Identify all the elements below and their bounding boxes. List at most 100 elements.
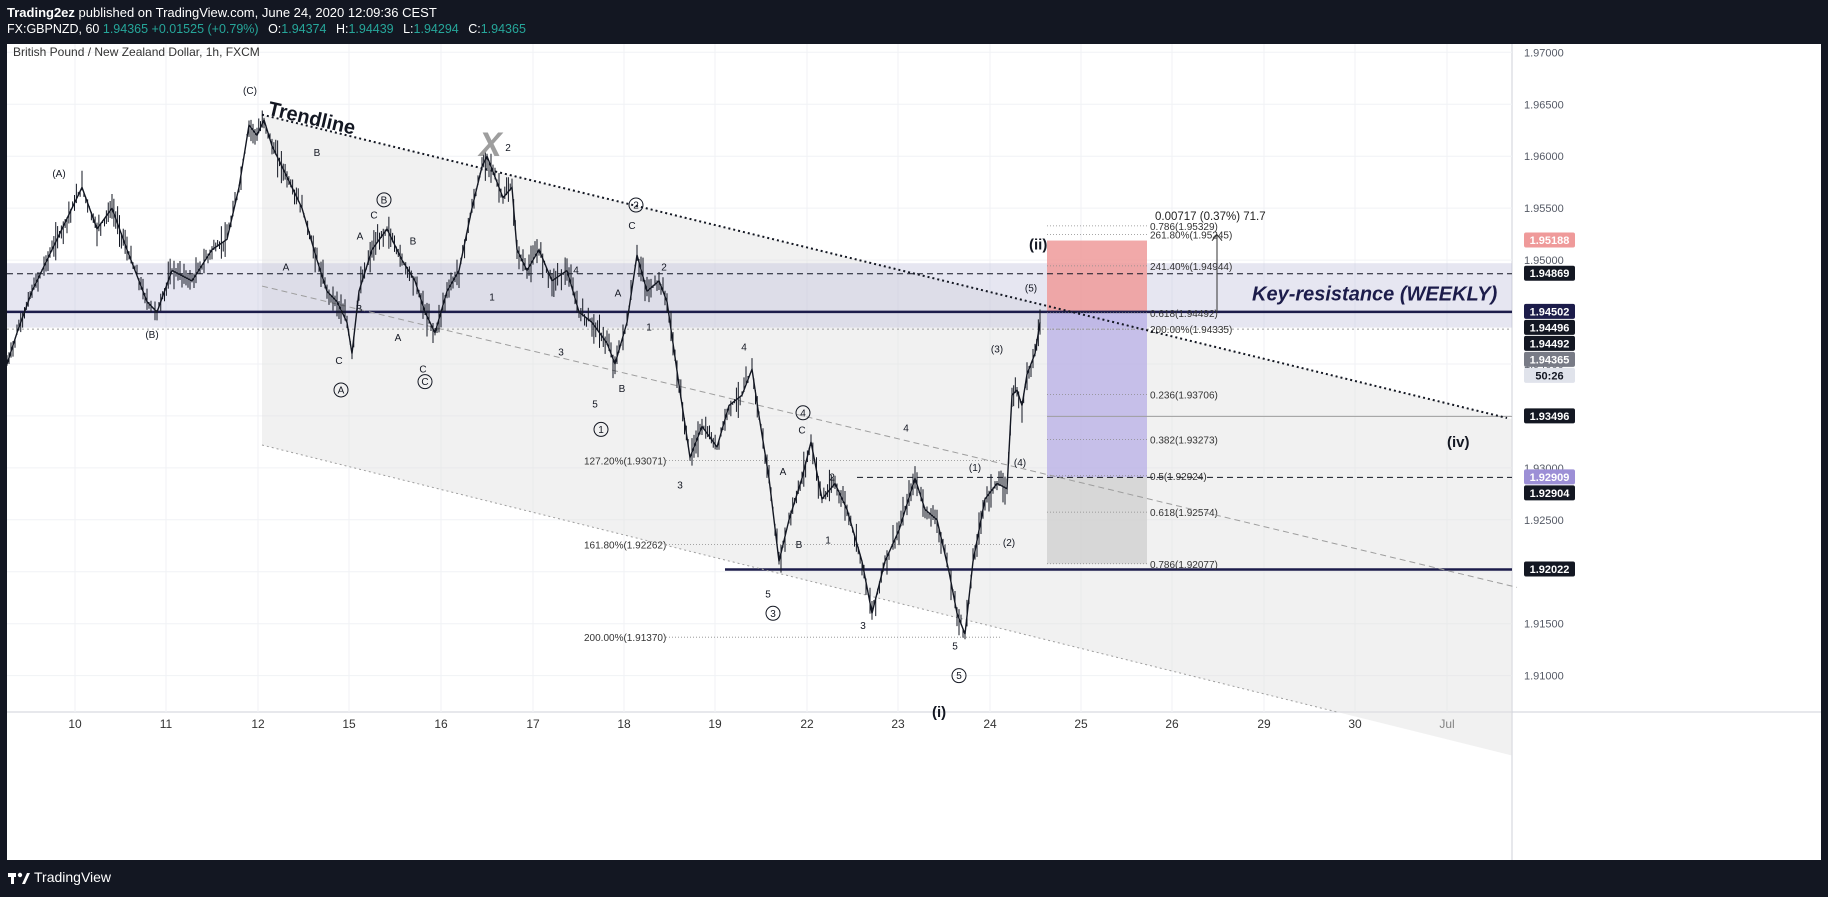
zone-box — [1047, 311, 1147, 478]
circled-wave-label: 1 — [598, 425, 604, 436]
wave-label: (C) — [243, 86, 257, 97]
x-tick-label: 30 — [1348, 717, 1362, 731]
wave-label: C — [419, 364, 426, 375]
wave-label-circle — [593, 421, 609, 437]
wave-label: (4) — [1014, 458, 1026, 469]
wave-label: C — [335, 356, 342, 367]
wave-label: 1 — [489, 293, 495, 304]
price-tag-bg — [1524, 408, 1575, 424]
y-tick-label: 1.96500 — [1524, 99, 1564, 111]
wave-label: 4 — [573, 266, 579, 277]
wave-label: (1) — [969, 463, 981, 474]
y-tick-label: 1.95000 — [1524, 255, 1564, 267]
wave-label: 3 — [558, 348, 564, 359]
fib-level-label: 0.786(1.95329) — [1150, 222, 1218, 233]
tradingview-logo-icon[interactable] — [8, 870, 30, 886]
chart-canvas[interactable]: 1.97000 1.96500 1.96000 1.95500 1.95000 1.945… — [7, 44, 1821, 860]
fib-level-label: 0.5(1.92924) — [1150, 472, 1207, 483]
x-tick-label: 19 — [708, 717, 722, 731]
tradingview-brand[interactable]: TradingView — [34, 869, 112, 885]
wave-label: C — [370, 211, 377, 222]
open-label: O: — [268, 22, 282, 36]
fib-level-label: 0.786(1.92077) — [1150, 560, 1218, 571]
fib-level-label: 261.80%(1.95245) — [1150, 231, 1232, 242]
wave-label-circle — [951, 668, 967, 684]
chart-header: Trading2ez published on TradingView.com,… — [0, 0, 1828, 42]
open-value: 1.94374 — [281, 22, 327, 36]
wave-label: (B) — [145, 330, 158, 341]
wave-label: 1 — [825, 536, 831, 547]
x-tick-label: 22 — [800, 717, 814, 731]
wave-label: B — [356, 304, 363, 315]
x-tick-label: 18 — [617, 717, 631, 731]
price-tag-bg — [1524, 485, 1575, 501]
channel-fill — [262, 114, 1512, 756]
price-tag-label: 1.94365 — [1530, 354, 1570, 366]
wave-label: 5 — [952, 642, 958, 653]
x-tick-label: 16 — [434, 717, 448, 731]
price-tag-label: 1.92909 — [1530, 472, 1570, 484]
wave-label: 2 — [661, 262, 667, 273]
wave-label: 2 — [829, 472, 835, 483]
wave-label: A — [395, 333, 402, 344]
x-tick-label: 17 — [526, 717, 540, 731]
x-tick-label: 26 — [1165, 717, 1179, 731]
price-line — [7, 117, 1041, 635]
price-tag-bg — [1524, 367, 1575, 383]
last-price: 1.94365 — [102, 22, 149, 36]
wave-label: A — [615, 288, 622, 299]
close-value: 1.94365 — [480, 22, 526, 36]
high-label: H: — [335, 22, 349, 36]
measure-label: 0.00717 (0.37%) 71.7 — [1155, 211, 1266, 223]
wave-label: 4 — [741, 342, 747, 353]
extension-level-label: 161.80%(1.92262) — [584, 541, 666, 552]
price-tag-bg — [1524, 319, 1575, 335]
wave-label: C — [798, 426, 805, 437]
measure-arrow-head — [1211, 233, 1223, 241]
y-tick-label: 1.92500 — [1524, 515, 1564, 527]
wave-label: 5 — [592, 400, 598, 411]
price-tag-label: 1.94492 — [1530, 338, 1570, 350]
wave-label: B — [314, 148, 321, 159]
price-tag-label: 1.92022 — [1530, 564, 1570, 576]
price-tag-label: 1.94496 — [1530, 322, 1570, 334]
extension-level-label: 200.00%(1.91370) — [584, 633, 666, 644]
wave-label: 5 — [765, 590, 771, 601]
wave-label: C — [628, 221, 635, 232]
wave-label: A — [780, 467, 787, 478]
fib-level-label: 241.40%(1.94944) — [1150, 262, 1232, 273]
x-tick-label: 15 — [342, 717, 356, 731]
price-tag-bg — [1524, 303, 1575, 319]
y-tick-label: 1.96000 — [1524, 151, 1564, 163]
extension-level-label: 127.20%(1.93071) — [584, 456, 666, 467]
footer-bar: TradingView — [0, 860, 1828, 897]
wave-label: 2 — [505, 143, 511, 154]
wave-label: (A) — [52, 169, 65, 180]
y-tick-label: 1.91500 — [1524, 619, 1564, 631]
chart-area[interactable]: 1.97000 1.96500 1.96000 1.95500 1.95000 1.945… — [7, 44, 1821, 860]
y-tick-label: 1.91000 — [1524, 671, 1564, 683]
wave-label: B — [410, 237, 417, 248]
fib-level-label: 0.236(1.93706) — [1150, 391, 1218, 402]
author-name[interactable]: Trading2ez — [7, 5, 75, 20]
x-tick-label: 10 — [68, 717, 82, 731]
price-axis-panel — [1512, 44, 1821, 860]
wave-label: 1 — [646, 323, 652, 334]
y-tick-label: 1.95500 — [1524, 203, 1564, 215]
chart-title: British Pound / New Zealand Dollar, 1h, … — [13, 45, 260, 59]
x-tick-label: 12 — [251, 717, 265, 731]
circled-wave-label: 2 — [633, 201, 639, 212]
price-tag-label: 1.94869 — [1530, 268, 1570, 280]
low-label: L: — [403, 22, 414, 36]
x-tick-label: 24 — [983, 717, 997, 731]
y-tick-label: 1.97000 — [1524, 47, 1564, 59]
close-label: C: — [468, 22, 481, 36]
price-tag-label: 1.95188 — [1530, 235, 1570, 247]
fib-level-label: 0.618(1.92574) — [1150, 508, 1218, 519]
price-tag-bg — [1524, 469, 1575, 485]
symbol-label: FX:GBPNZD, 60 — [7, 22, 100, 36]
fib-level-label: 200.00%(1.94335) — [1150, 325, 1232, 336]
wave-label-circle — [628, 197, 644, 213]
x-tick-label: 25 — [1074, 717, 1088, 731]
wave-label-circle — [417, 374, 433, 390]
